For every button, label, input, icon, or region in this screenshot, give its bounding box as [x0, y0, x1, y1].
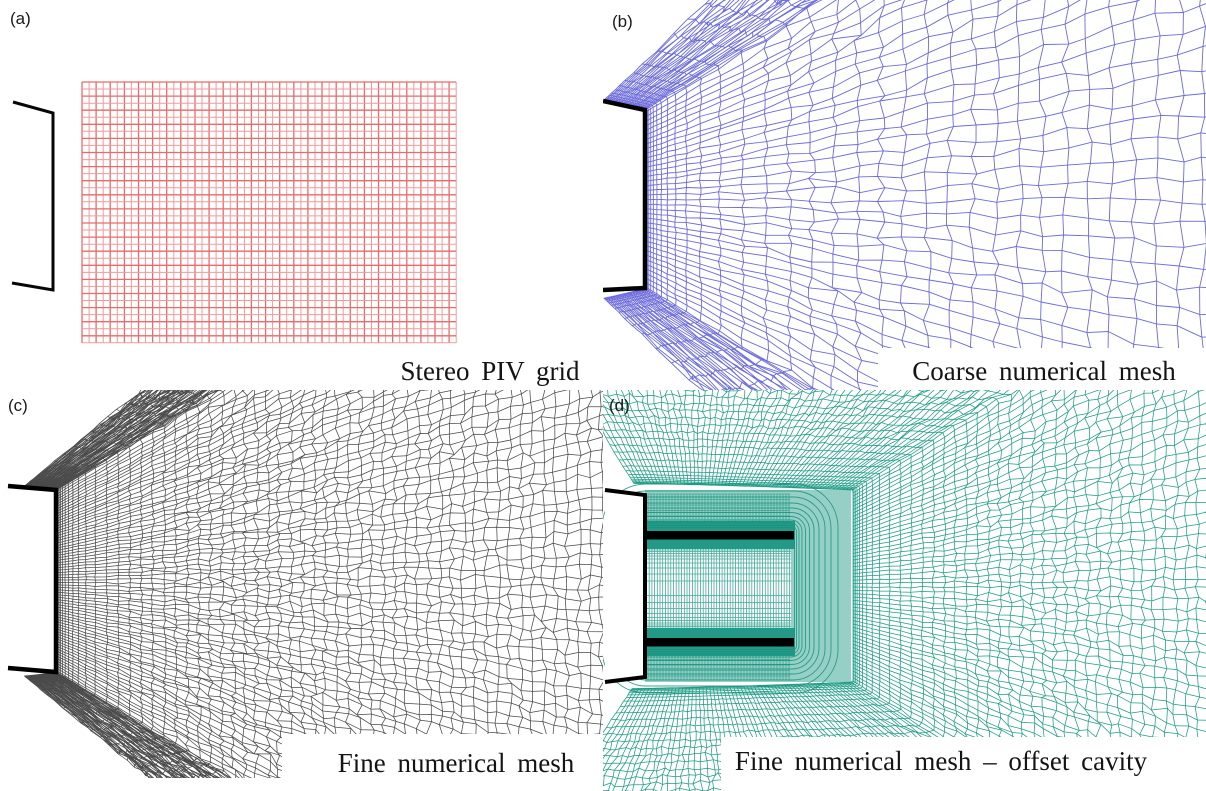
stereo-piv-grid-panel — [11, 81, 457, 344]
caption-fine-mesh: Fine numerical mesh — [337, 748, 575, 778]
panel-label-d: (d) — [609, 396, 630, 415]
panel-label-c: (c) — [8, 396, 28, 415]
caption-stereo-piv-grid: Stereo PIV grid — [400, 356, 580, 386]
caption-fine-mesh-offset-cavity: Fine numerical mesh – offset cavity — [734, 746, 1148, 776]
fine-mesh-offset-cavity-panel — [603, 390, 1206, 791]
panel-label-a: (a) — [10, 9, 31, 28]
panel-label-b: (b) — [612, 12, 633, 31]
fine-mesh-panel — [0, 390, 603, 791]
coarse-mesh-panel — [603, 0, 1206, 390]
caption-coarse-mesh: Coarse numerical mesh — [912, 356, 1176, 386]
